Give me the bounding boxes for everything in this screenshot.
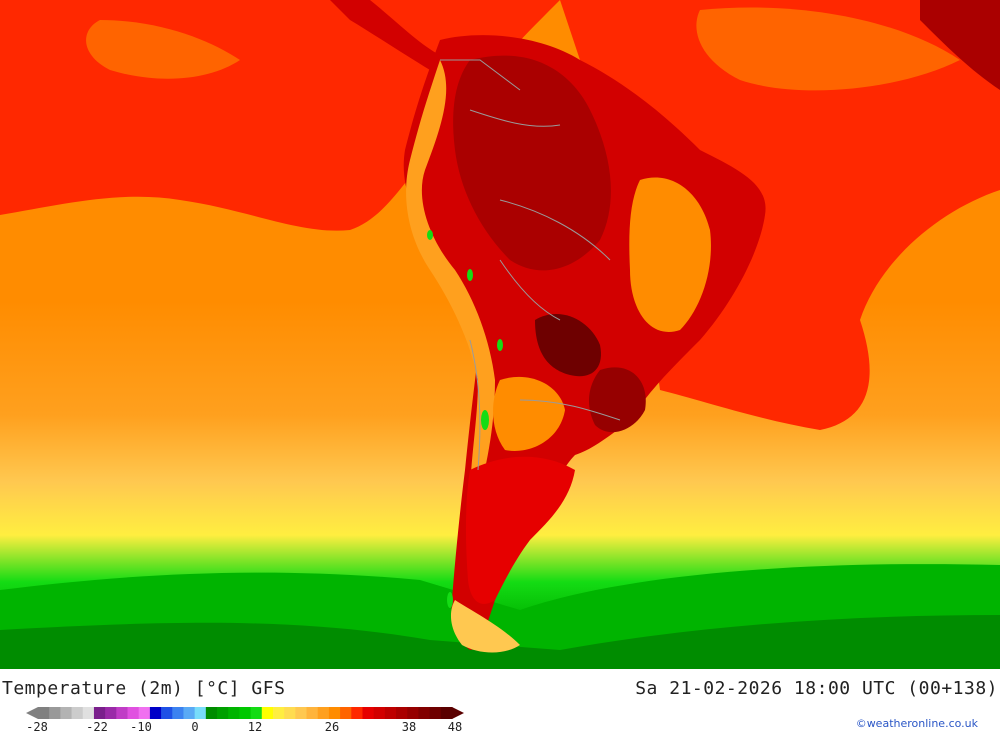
colorbar-swatch [49, 707, 61, 719]
colorbar-swatch [407, 707, 419, 719]
colorbar-swatch [373, 707, 386, 719]
colorbar-swatch [284, 707, 296, 719]
colorbar-tick-label: -22 [86, 720, 108, 734]
colorbar-swatch [239, 707, 252, 719]
forecast-datetime: Sa 21-02-2026 18:00 UTC (00+138) [635, 678, 998, 699]
colorbar-tick-label: -28 [26, 720, 48, 734]
colorbar-swatch [205, 707, 218, 719]
colorbar-swatch [116, 707, 129, 719]
caribbean-islands [920, 0, 1000, 90]
colorbar-tick-label: 48 [447, 720, 463, 734]
brazil-plateau-warm [629, 177, 711, 332]
colorbar-swatch [328, 707, 341, 719]
colorbar-swatch [272, 707, 285, 719]
atlantic-orange-pocket [696, 7, 960, 91]
colorbar-tick-label: 12 [247, 720, 263, 734]
chaco-hot-spot [535, 314, 601, 377]
andes-cold-spots [427, 230, 503, 608]
colorbar-swatch [60, 707, 73, 719]
colorbar-swatch [183, 707, 196, 719]
colorbar-ticks: -28 -22 -10 0 12 26 38 48 [0, 720, 480, 734]
central-america [330, 0, 440, 70]
temperature-colorbar [26, 707, 464, 719]
colorbar-swatch [396, 707, 408, 719]
colorbar-left-arrow [26, 707, 38, 719]
colorbar-swatch [440, 707, 453, 719]
tierra-del-fuego [450, 600, 520, 653]
colorbar-swatch [384, 707, 397, 719]
colorbar-swatch [93, 707, 106, 719]
colorbar-swatch [172, 707, 184, 719]
country-borders [440, 59, 621, 471]
colorbar-swatch [429, 707, 442, 719]
footer [0, 669, 1000, 733]
colorbar-swatch [418, 707, 431, 719]
colorbar-tick-label: 38 [401, 720, 417, 734]
colorbar-swatch [161, 707, 173, 719]
colorbar-swatch [149, 707, 162, 719]
colorbar-swatch [38, 707, 50, 719]
colorbar-swatch [217, 707, 229, 719]
colorbar-right-arrow [452, 707, 464, 719]
colorbar-tick-label: 26 [324, 720, 340, 734]
colorbar-swatch [261, 707, 274, 719]
pacific-orange-pocket [86, 20, 240, 79]
southern-brazil-warm [588, 367, 646, 433]
colorbar-swatch [340, 707, 352, 719]
colorbar-swatch [317, 707, 330, 719]
colorbar-swatch [138, 707, 151, 719]
colorbar-swatch [194, 707, 207, 719]
andes-cool-strip [406, 60, 495, 500]
colorbar-swatch [127, 707, 140, 719]
colorbar-swatch [71, 707, 84, 719]
temperature-map [0, 0, 1000, 669]
colorbar-tick-label: 0 [191, 720, 199, 734]
colorbar-tick-label: -10 [130, 720, 152, 734]
argentina-pampas-orange [493, 376, 565, 451]
colorbar-swatch [228, 707, 240, 719]
map-title: Temperature (2m) [°C] GFS [2, 678, 286, 699]
colorbar-swatch [105, 707, 117, 719]
amazon-hot-core [453, 55, 611, 271]
colorbar-swatch [250, 707, 263, 719]
credit-link[interactable]: ©weatheronline.co.uk [855, 717, 978, 730]
colorbar-swatch [295, 707, 308, 719]
colorbar-swatch [306, 707, 319, 719]
colorbar-swatch [351, 707, 363, 719]
patagonia-warm [465, 456, 575, 604]
colder-southern-band [0, 615, 1000, 669]
colorbar-swatch [82, 707, 95, 719]
colorbar-swatch [362, 707, 375, 719]
